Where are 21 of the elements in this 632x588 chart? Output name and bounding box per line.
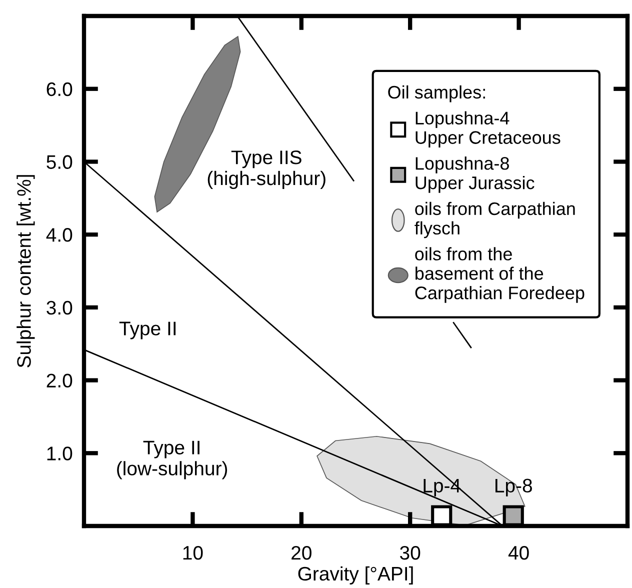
annotation: Type II (low-sulphur) <box>117 440 228 480</box>
legend-label: oils from the basement of the Carpathian Foredeep <box>415 247 584 303</box>
annotation: Type IIS (high-sulphur) <box>208 150 326 190</box>
y-tick-label: 3.0 <box>46 300 72 315</box>
annotation: Type II <box>119 322 176 340</box>
annotation: Lp-4 <box>424 478 461 496</box>
y-tick-label: 1.0 <box>47 446 72 460</box>
x-tick-label: 20 <box>292 546 312 560</box>
y-axis-title: Sulphur content [wt.%] <box>16 175 35 368</box>
y-tick-label: 4.0 <box>46 228 72 242</box>
x-axis-title: Gravity [°API] <box>298 566 413 584</box>
x-tick-label: 30 <box>400 546 420 560</box>
legend-title: Oil samples: <box>388 85 485 102</box>
legend-label: Lopushna-8 Upper Jurassic <box>416 156 534 193</box>
x-tick-label: 10 <box>183 546 203 560</box>
x-tick-label: 40 <box>508 546 529 560</box>
legend-label: Lopushna-4 Upper Cretaceous <box>416 111 560 148</box>
y-tick-label: 6.0 <box>46 82 72 96</box>
y-tick-label: 2.0 <box>46 374 72 388</box>
legend-label: oils from Carpathian flysch <box>414 202 575 238</box>
y-tick-label: 5.0 <box>46 155 72 169</box>
